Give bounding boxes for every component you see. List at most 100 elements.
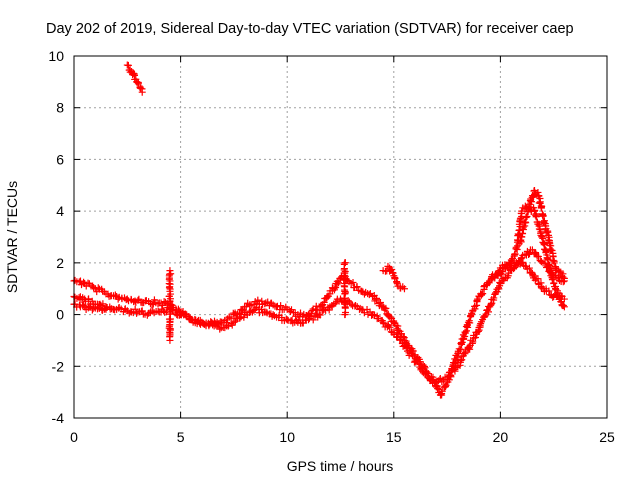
series-track-e <box>379 262 408 293</box>
data-point <box>537 284 545 292</box>
y-tick-label: 10 <box>48 48 64 64</box>
data-point <box>349 279 357 287</box>
data-point <box>527 198 535 206</box>
data-point <box>526 246 534 254</box>
data-point <box>99 300 107 308</box>
data-point <box>559 273 567 281</box>
data-point <box>352 301 360 309</box>
x-tick-label: 15 <box>386 429 402 445</box>
data-point <box>227 320 235 328</box>
data-point <box>536 257 544 265</box>
plot-frame <box>73 55 608 419</box>
series-track-d <box>513 202 568 311</box>
y-tick-label: 8 <box>56 100 64 116</box>
data-point <box>518 210 526 218</box>
data-point <box>88 306 96 314</box>
data-point <box>316 311 324 319</box>
data-point <box>353 283 361 291</box>
data-point <box>134 80 142 88</box>
data-point <box>559 302 567 310</box>
data-point <box>376 298 384 306</box>
data-point <box>543 254 551 262</box>
data-point <box>481 312 489 320</box>
data-point <box>85 302 93 310</box>
data-point <box>238 307 246 315</box>
x-tick-label: 20 <box>493 429 509 445</box>
data-point <box>333 280 341 288</box>
data-point <box>121 305 129 313</box>
data-point <box>373 296 381 304</box>
data-point <box>490 296 498 304</box>
data-point <box>76 277 84 285</box>
data-point <box>399 283 407 291</box>
data-point <box>196 316 204 324</box>
data-point <box>94 303 102 311</box>
data-point <box>100 288 108 296</box>
data-point <box>532 213 540 221</box>
data-point <box>542 249 550 257</box>
data-point <box>517 255 525 263</box>
data-point <box>228 321 236 329</box>
data-point <box>384 262 392 270</box>
data-point <box>382 304 390 312</box>
data-point <box>440 376 448 384</box>
x-tick-label: 0 <box>70 429 78 445</box>
data-point <box>475 326 483 334</box>
data-point <box>167 270 175 278</box>
data-point <box>548 276 556 284</box>
data-point <box>165 292 173 300</box>
data-point <box>264 298 272 306</box>
data-point <box>419 369 427 377</box>
data-point <box>269 311 277 319</box>
y-tick-label: -4 <box>52 410 65 426</box>
data-point <box>424 370 432 378</box>
data-point <box>214 320 222 328</box>
data-point <box>457 346 465 354</box>
data-point <box>436 374 444 382</box>
data-point <box>519 258 527 266</box>
data-point <box>415 360 423 368</box>
data-point <box>525 250 533 258</box>
data-point <box>452 363 460 371</box>
data-point <box>534 275 542 283</box>
y-tick-label: 4 <box>56 203 64 219</box>
data-point <box>557 298 565 306</box>
data-point <box>166 333 174 341</box>
data-point <box>453 353 461 361</box>
data-point <box>544 228 552 236</box>
data-point <box>487 300 495 308</box>
data-point <box>438 387 446 395</box>
data-point <box>539 211 547 219</box>
data-point <box>495 285 503 293</box>
data-point <box>538 233 546 241</box>
data-point <box>457 356 465 364</box>
tick-layer: 0 5 10 15 20 25 -4 -2 0 2 4 6 8 10 <box>48 48 615 445</box>
data-point <box>438 378 446 386</box>
data-point <box>527 208 535 216</box>
data-point <box>550 259 558 267</box>
data-point <box>479 290 487 298</box>
data-point <box>474 327 482 335</box>
data-point <box>323 294 331 302</box>
y-axis-label: SDTVAR / TECUs <box>4 181 20 293</box>
data-point <box>389 269 397 277</box>
data-point <box>537 258 545 266</box>
data-point <box>531 206 539 214</box>
data-point <box>550 279 558 287</box>
data-point <box>365 291 373 299</box>
grid-layer <box>74 56 607 418</box>
data-point <box>341 290 349 298</box>
data-point <box>295 316 303 324</box>
data-point <box>511 250 519 258</box>
data-point <box>309 316 317 324</box>
y-tick-label: 2 <box>56 255 64 271</box>
data-point <box>154 300 162 308</box>
data-point <box>181 311 189 319</box>
data-point <box>537 204 545 212</box>
data-point <box>534 188 542 196</box>
data-point <box>552 286 560 294</box>
data-point <box>221 324 229 332</box>
data-point <box>236 314 244 322</box>
data-point <box>541 259 549 267</box>
